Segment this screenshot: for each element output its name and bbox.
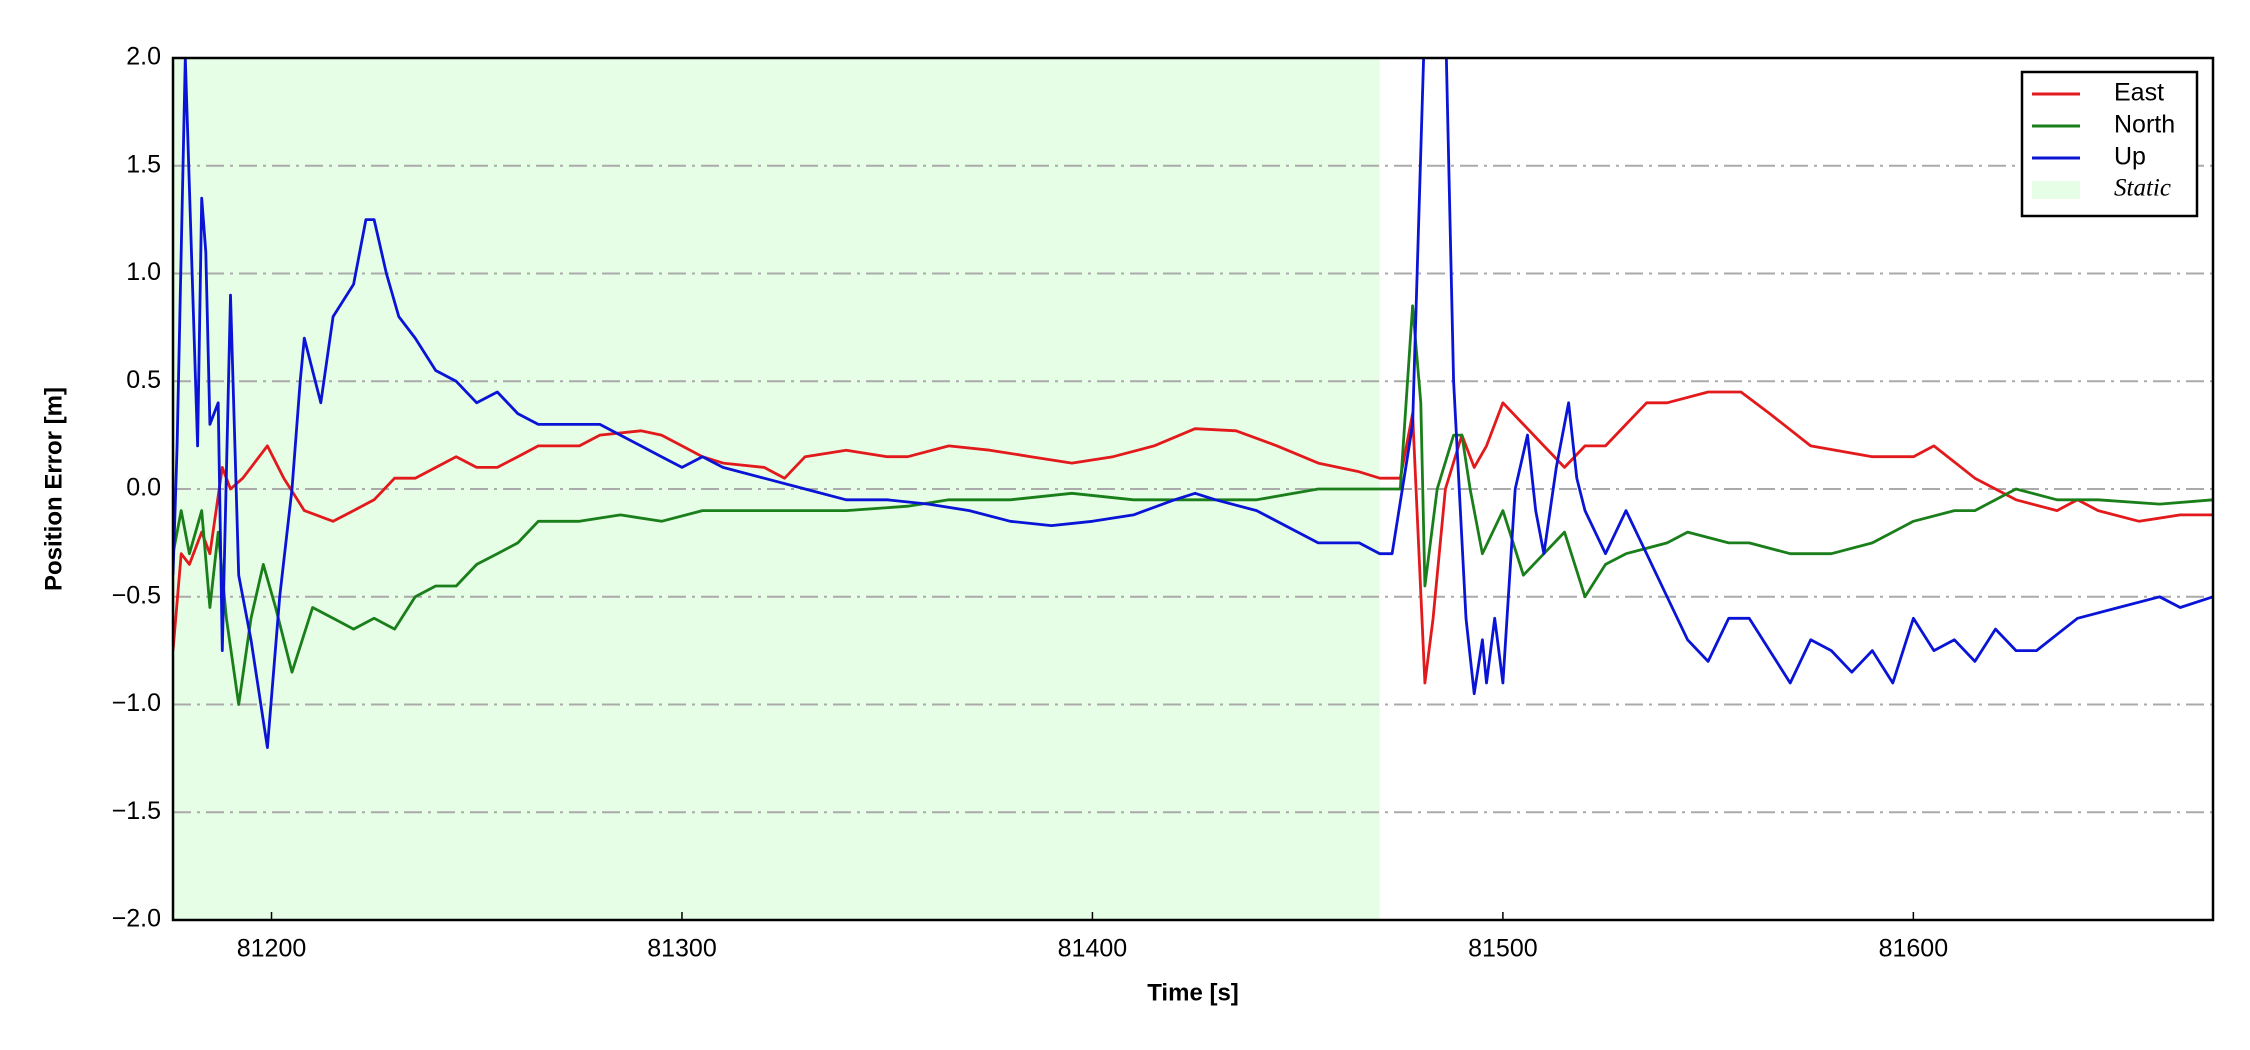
- legend-label: North: [2114, 111, 2175, 139]
- x-tick-label: 81200: [237, 935, 307, 963]
- plot-frame: [171, 56, 2215, 922]
- legend-swatch: [2032, 181, 2080, 199]
- series-line: [173, 304, 2213, 706]
- x-axis-label: Time [s]: [1147, 979, 1239, 1006]
- y-axis-label: Position Error [m]: [40, 387, 67, 591]
- legend-label: Static: [2114, 175, 2171, 202]
- series-line: [173, 58, 2213, 749]
- y-tick-label: 1.0: [126, 258, 161, 286]
- series-line: [173, 390, 2213, 685]
- x-tick-label: 81600: [1879, 935, 1949, 963]
- x-tick-label: 81500: [1468, 935, 1538, 963]
- y-tick-label: 2.0: [126, 43, 161, 71]
- y-tick-label: −0.5: [112, 581, 161, 609]
- y-tick-label: −1.5: [112, 797, 161, 825]
- y-tick-label: 0.5: [126, 366, 161, 394]
- legend-label: Up: [2114, 143, 2146, 171]
- plot-lines: [173, 58, 2213, 749]
- y-tick-label: 0.0: [126, 474, 161, 502]
- y-tick-label: −2.0: [112, 905, 161, 933]
- y-tick-label: −1.0: [112, 689, 161, 717]
- x-tick-label: 81400: [1058, 935, 1128, 963]
- x-tick-label: 81300: [647, 935, 717, 963]
- y-tick-label: 1.5: [126, 150, 161, 178]
- legend-label: East: [2114, 79, 2164, 107]
